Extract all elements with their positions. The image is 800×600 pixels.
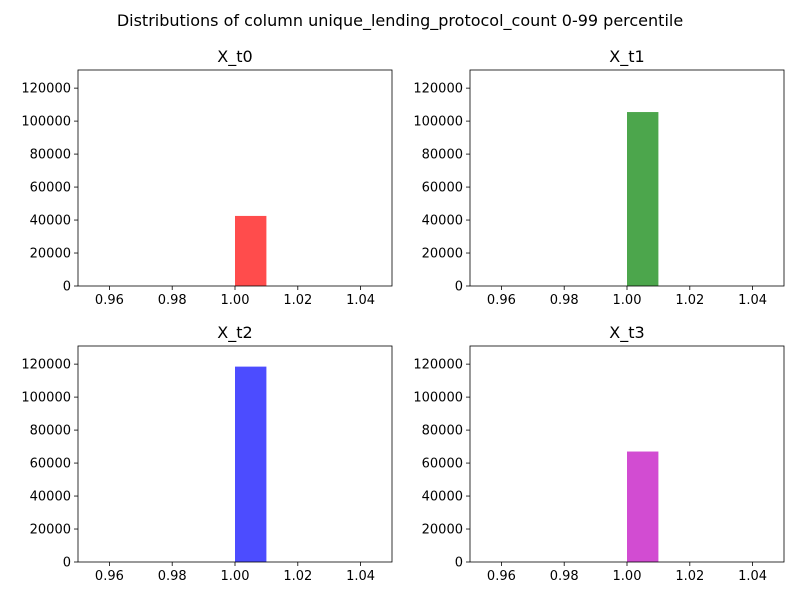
subplot-title: X_t0 <box>217 47 252 67</box>
histogram-bar <box>627 112 659 286</box>
histogram-bar <box>627 451 659 562</box>
x-tick-label: 0.98 <box>550 569 579 584</box>
y-tick-label: 80000 <box>422 148 463 163</box>
x-tick-label: 1.04 <box>738 569 767 584</box>
y-tick-label: 0 <box>455 556 463 571</box>
y-tick-label: 60000 <box>30 181 71 196</box>
y-tick-label: 0 <box>63 280 71 295</box>
x-tick-label: 0.98 <box>550 293 579 308</box>
y-tick-label: 60000 <box>30 457 71 472</box>
x-tick-label: 1.00 <box>221 293 250 308</box>
subplot-0: X_t0 0.96 0.98 1.00 1.02 1.04 0 20000 40000 60000… <box>21 47 393 308</box>
y-tick-label: 20000 <box>30 523 71 538</box>
x-tick-label: 0.98 <box>158 569 187 584</box>
y-tick-label: 40000 <box>30 490 71 505</box>
y-tick-label: 60000 <box>422 181 463 196</box>
x-tick-label: 0.98 <box>158 293 187 308</box>
y-tick-label: 20000 <box>30 247 71 262</box>
figure-title: Distributions of column unique_lending_p… <box>117 11 683 31</box>
y-tick-label: 100000 <box>21 115 71 130</box>
x-tick-label: 1.02 <box>283 569 312 584</box>
y-tick-label: 80000 <box>30 424 71 439</box>
y-tick-label: 20000 <box>422 247 463 262</box>
x-tick-label: 1.04 <box>738 293 767 308</box>
subplot-3: X_t3 0.96 0.98 1.00 1.02 1.04 0 20000 40000 60000… <box>413 323 785 584</box>
y-tick-label: 120000 <box>21 82 71 97</box>
y-tick-label: 120000 <box>413 82 463 97</box>
subplot-title: X_t1 <box>609 47 644 67</box>
x-tick-label: 0.96 <box>487 293 516 308</box>
y-tick-label: 0 <box>455 280 463 295</box>
y-tick-label: 120000 <box>413 358 463 373</box>
x-tick-label: 0.96 <box>95 293 124 308</box>
histogram-bar <box>235 366 267 562</box>
y-tick-label: 40000 <box>30 214 71 229</box>
x-tick-label: 1.04 <box>346 569 375 584</box>
y-tick-label: 100000 <box>413 391 463 406</box>
y-tick-label: 80000 <box>422 424 463 439</box>
x-tick-label: 1.00 <box>613 569 642 584</box>
y-tick-label: 80000 <box>30 148 71 163</box>
x-tick-label: 1.00 <box>613 293 642 308</box>
x-tick-label: 0.96 <box>487 569 516 584</box>
subplot-title: X_t2 <box>217 323 252 343</box>
y-tick-label: 0 <box>63 556 71 571</box>
y-tick-label: 100000 <box>21 391 71 406</box>
subplot-1: X_t1 0.96 0.98 1.00 1.02 1.04 0 20000 40000 60000… <box>413 47 785 308</box>
y-tick-label: 60000 <box>422 457 463 472</box>
x-tick-label: 1.00 <box>221 569 250 584</box>
y-tick-label: 120000 <box>21 358 71 373</box>
y-tick-label: 20000 <box>422 523 463 538</box>
y-tick-label: 40000 <box>422 490 463 505</box>
x-tick-label: 0.96 <box>95 569 124 584</box>
x-tick-label: 1.02 <box>675 293 704 308</box>
histogram-bar <box>235 215 267 286</box>
x-tick-label: 1.02 <box>283 293 312 308</box>
y-tick-label: 40000 <box>422 214 463 229</box>
subplot-title: X_t3 <box>609 323 644 343</box>
x-tick-label: 1.04 <box>346 293 375 308</box>
x-tick-label: 1.02 <box>675 569 704 584</box>
subplot-2: X_t2 0.96 0.98 1.00 1.02 1.04 0 20000 40000 60000… <box>21 323 393 584</box>
y-tick-label: 100000 <box>413 115 463 130</box>
